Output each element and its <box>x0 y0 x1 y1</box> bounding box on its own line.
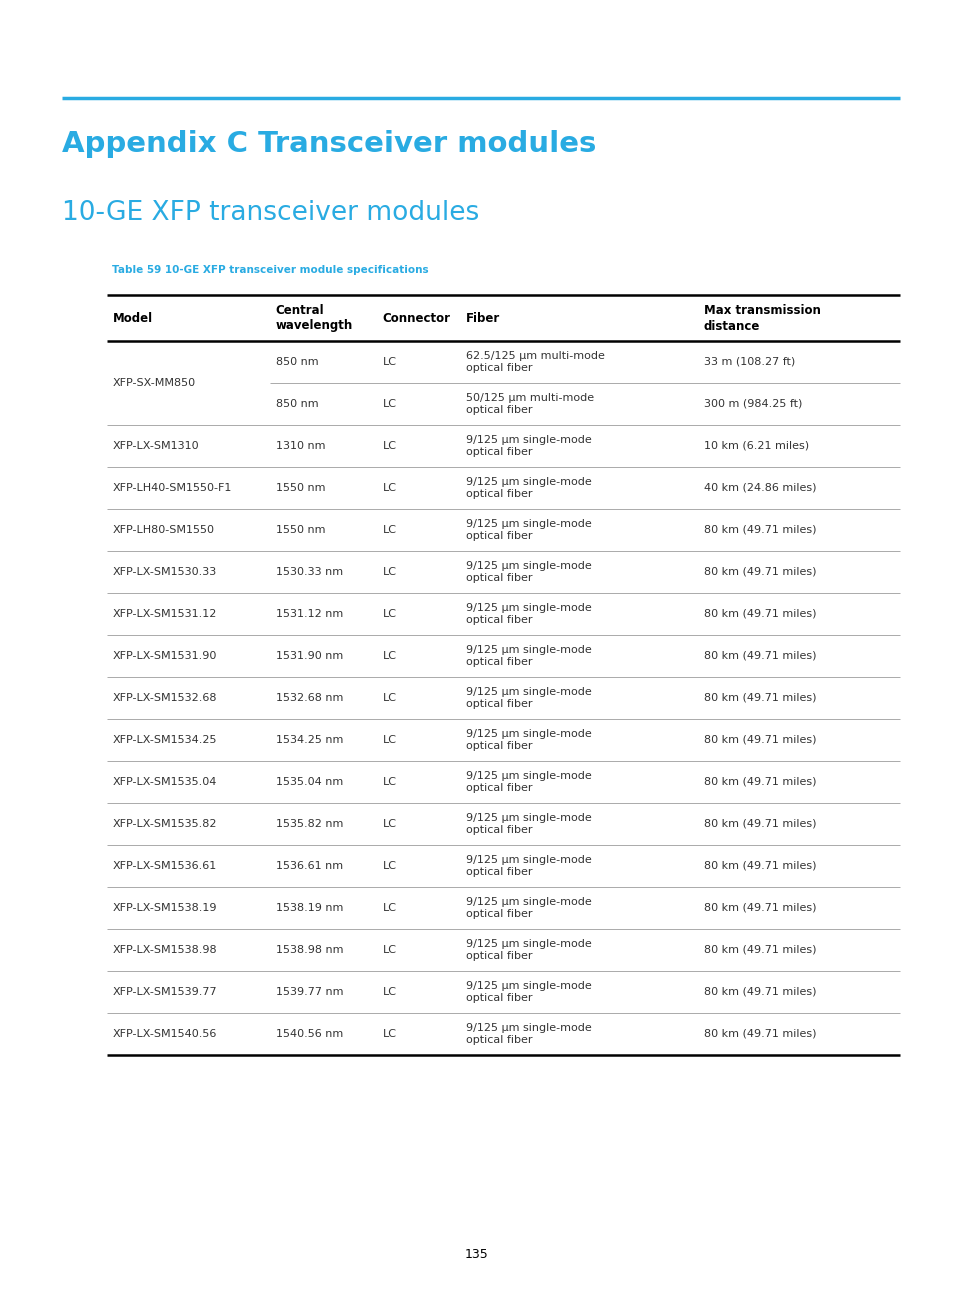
Text: XFP-LX-SM1538.19: XFP-LX-SM1538.19 <box>112 903 217 912</box>
Text: 9/125 μm single-mode
optical fiber: 9/125 μm single-mode optical fiber <box>465 603 591 625</box>
Text: LC: LC <box>382 903 396 912</box>
Text: LC: LC <box>382 693 396 702</box>
Text: LC: LC <box>382 568 396 577</box>
Text: LC: LC <box>382 525 396 535</box>
Text: 1532.68 nm: 1532.68 nm <box>275 693 342 702</box>
Text: 300 m (984.25 ft): 300 m (984.25 ft) <box>703 399 801 410</box>
Text: 135: 135 <box>465 1248 488 1261</box>
Text: 9/125 μm single-mode
optical fiber: 9/125 μm single-mode optical fiber <box>465 728 591 752</box>
Text: Table 59 10-GE XFP transceiver module specifications: Table 59 10-GE XFP transceiver module sp… <box>112 264 428 275</box>
Text: Model: Model <box>112 311 153 324</box>
Text: LC: LC <box>382 399 396 410</box>
Text: XFP-LX-SM1530.33: XFP-LX-SM1530.33 <box>112 568 217 577</box>
Text: 80 km (49.71 miles): 80 km (49.71 miles) <box>703 525 816 535</box>
Text: 40 km (24.86 miles): 40 km (24.86 miles) <box>703 483 816 492</box>
Text: 850 nm: 850 nm <box>275 356 318 367</box>
Text: 33 m (108.27 ft): 33 m (108.27 ft) <box>703 356 794 367</box>
Text: 1310 nm: 1310 nm <box>275 441 325 451</box>
Text: 9/125 μm single-mode
optical fiber: 9/125 μm single-mode optical fiber <box>465 1023 591 1045</box>
Text: 1550 nm: 1550 nm <box>275 483 325 492</box>
Text: XFP-LH40-SM1550-F1: XFP-LH40-SM1550-F1 <box>112 483 233 492</box>
Text: LC: LC <box>382 735 396 745</box>
Text: XFP-LH80-SM1550: XFP-LH80-SM1550 <box>112 525 214 535</box>
Text: 80 km (49.71 miles): 80 km (49.71 miles) <box>703 903 816 912</box>
Text: 10 km (6.21 miles): 10 km (6.21 miles) <box>703 441 808 451</box>
Text: 80 km (49.71 miles): 80 km (49.71 miles) <box>703 945 816 955</box>
Text: XFP-SX-MM850: XFP-SX-MM850 <box>112 378 196 388</box>
Text: 80 km (49.71 miles): 80 km (49.71 miles) <box>703 693 816 702</box>
Text: 10-GE XFP transceiver modules: 10-GE XFP transceiver modules <box>62 200 478 226</box>
Text: 62.5/125 μm multi-mode
optical fiber: 62.5/125 μm multi-mode optical fiber <box>465 351 604 373</box>
Text: XFP-LX-SM1310: XFP-LX-SM1310 <box>112 441 199 451</box>
Text: LC: LC <box>382 819 396 829</box>
Text: 1538.98 nm: 1538.98 nm <box>275 945 343 955</box>
Text: LC: LC <box>382 356 396 367</box>
Text: 1538.19 nm: 1538.19 nm <box>275 903 342 912</box>
Text: XFP-LX-SM1532.68: XFP-LX-SM1532.68 <box>112 693 217 702</box>
Text: Connector: Connector <box>382 311 450 324</box>
Text: 9/125 μm single-mode
optical fiber: 9/125 μm single-mode optical fiber <box>465 813 591 835</box>
Text: LC: LC <box>382 483 396 492</box>
Text: XFP-LX-SM1538.98: XFP-LX-SM1538.98 <box>112 945 217 955</box>
Text: 9/125 μm single-mode
optical fiber: 9/125 μm single-mode optical fiber <box>465 477 591 499</box>
Text: 80 km (49.71 miles): 80 km (49.71 miles) <box>703 651 816 661</box>
Text: 80 km (49.71 miles): 80 km (49.71 miles) <box>703 861 816 871</box>
Text: 9/125 μm single-mode
optical fiber: 9/125 μm single-mode optical fiber <box>465 897 591 919</box>
Text: 1531.90 nm: 1531.90 nm <box>275 651 342 661</box>
Text: XFP-LX-SM1531.90: XFP-LX-SM1531.90 <box>112 651 217 661</box>
Text: Appendix C Transceiver modules: Appendix C Transceiver modules <box>62 130 596 158</box>
Text: 1535.82 nm: 1535.82 nm <box>275 819 342 829</box>
Text: 1550 nm: 1550 nm <box>275 525 325 535</box>
Text: 80 km (49.71 miles): 80 km (49.71 miles) <box>703 735 816 745</box>
Text: LC: LC <box>382 651 396 661</box>
Text: 1534.25 nm: 1534.25 nm <box>275 735 342 745</box>
Text: Fiber: Fiber <box>465 311 499 324</box>
Text: 1530.33 nm: 1530.33 nm <box>275 568 342 577</box>
Text: 80 km (49.71 miles): 80 km (49.71 miles) <box>703 568 816 577</box>
Text: 9/125 μm single-mode
optical fiber: 9/125 μm single-mode optical fiber <box>465 518 591 542</box>
Text: LC: LC <box>382 441 396 451</box>
Text: 9/125 μm single-mode
optical fiber: 9/125 μm single-mode optical fiber <box>465 434 591 457</box>
Text: XFP-LX-SM1534.25: XFP-LX-SM1534.25 <box>112 735 217 745</box>
Text: 9/125 μm single-mode
optical fiber: 9/125 μm single-mode optical fiber <box>465 645 591 667</box>
Text: XFP-LX-SM1535.82: XFP-LX-SM1535.82 <box>112 819 217 829</box>
Text: LC: LC <box>382 988 396 997</box>
Text: LC: LC <box>382 778 396 787</box>
Text: 850 nm: 850 nm <box>275 399 318 410</box>
Text: 9/125 μm single-mode
optical fiber: 9/125 μm single-mode optical fiber <box>465 561 591 583</box>
Text: 80 km (49.71 miles): 80 km (49.71 miles) <box>703 609 816 619</box>
Text: 1540.56 nm: 1540.56 nm <box>275 1029 342 1039</box>
Text: 80 km (49.71 miles): 80 km (49.71 miles) <box>703 988 816 997</box>
Text: 9/125 μm single-mode
optical fiber: 9/125 μm single-mode optical fiber <box>465 687 591 709</box>
Text: XFP-LX-SM1535.04: XFP-LX-SM1535.04 <box>112 778 217 787</box>
Text: 1536.61 nm: 1536.61 nm <box>275 861 342 871</box>
Text: XFP-LX-SM1540.56: XFP-LX-SM1540.56 <box>112 1029 217 1039</box>
Text: 50/125 μm multi-mode
optical fiber: 50/125 μm multi-mode optical fiber <box>465 393 594 415</box>
Text: 80 km (49.71 miles): 80 km (49.71 miles) <box>703 1029 816 1039</box>
Text: XFP-LX-SM1536.61: XFP-LX-SM1536.61 <box>112 861 217 871</box>
Text: 1531.12 nm: 1531.12 nm <box>275 609 342 619</box>
Text: 9/125 μm single-mode
optical fiber: 9/125 μm single-mode optical fiber <box>465 771 591 793</box>
Text: XFP-LX-SM1531.12: XFP-LX-SM1531.12 <box>112 609 217 619</box>
Text: 9/125 μm single-mode
optical fiber: 9/125 μm single-mode optical fiber <box>465 855 591 877</box>
Text: 1535.04 nm: 1535.04 nm <box>275 778 342 787</box>
Text: LC: LC <box>382 861 396 871</box>
Text: LC: LC <box>382 945 396 955</box>
Text: Central
wavelength: Central wavelength <box>275 303 353 333</box>
Text: 80 km (49.71 miles): 80 km (49.71 miles) <box>703 819 816 829</box>
Text: LC: LC <box>382 1029 396 1039</box>
Text: 1539.77 nm: 1539.77 nm <box>275 988 343 997</box>
Text: Max transmission
distance: Max transmission distance <box>703 303 820 333</box>
Text: 9/125 μm single-mode
optical fiber: 9/125 μm single-mode optical fiber <box>465 981 591 1003</box>
Text: 80 km (49.71 miles): 80 km (49.71 miles) <box>703 778 816 787</box>
Text: LC: LC <box>382 609 396 619</box>
Text: 9/125 μm single-mode
optical fiber: 9/125 μm single-mode optical fiber <box>465 938 591 962</box>
Text: XFP-LX-SM1539.77: XFP-LX-SM1539.77 <box>112 988 217 997</box>
